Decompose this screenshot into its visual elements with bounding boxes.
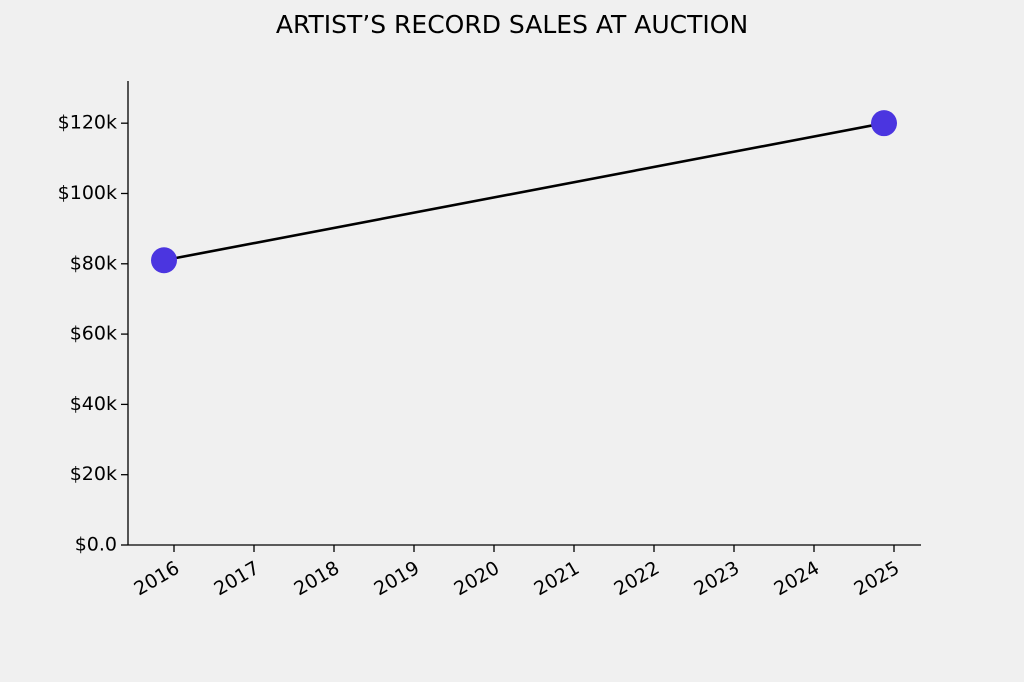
line xyxy=(163,121,885,262)
y-tick-label: $60k xyxy=(70,323,117,345)
marker xyxy=(871,110,897,137)
y-tick-label: $40k xyxy=(70,393,117,415)
y-tick-label: $20k xyxy=(70,463,117,485)
y-tick-label: $0.0 xyxy=(75,534,117,556)
y-tick-label: $80k xyxy=(70,252,117,274)
marker xyxy=(151,247,177,274)
y-tick-label: $120k xyxy=(58,112,117,134)
y-tick-label: $100k xyxy=(58,182,117,204)
chart-title: ARTIST’S RECORD SALES AT AUCTION xyxy=(276,10,748,39)
